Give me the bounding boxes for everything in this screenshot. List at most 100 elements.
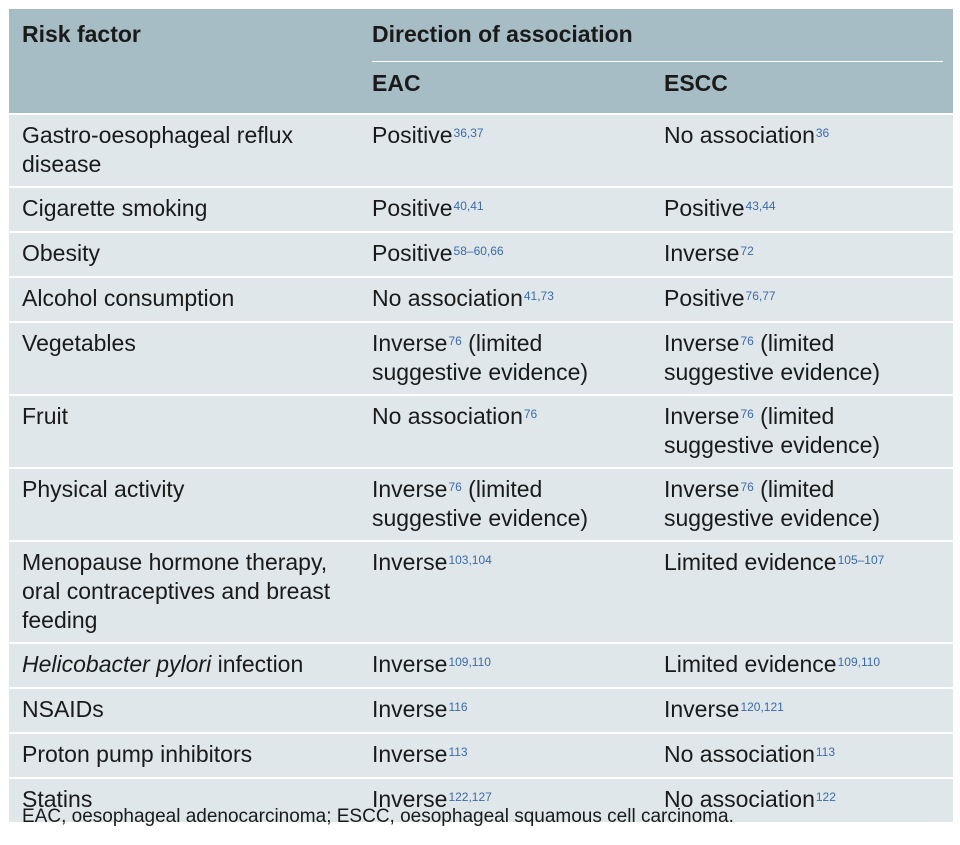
escc-refs: 76,77 <box>745 289 776 303</box>
table-row: Obesity Positive58–60,66 Inverse72 <box>9 231 953 277</box>
eac-cell: Inverse116 <box>359 687 651 733</box>
table-row: Proton pump inhibitors Inverse113 No ass… <box>9 732 953 778</box>
eac-refs: 76 <box>448 480 462 494</box>
risk-factor-label: Menopause hormone therapy, oral contrace… <box>22 549 331 633</box>
escc-refs: 36 <box>815 126 830 140</box>
risk-factor-table: Risk factor Direction of association EAC… <box>9 9 953 822</box>
table-footnote: EAC, oesophageal adenocarcinoma; ESCC, o… <box>22 806 734 827</box>
risk-factor-label: NSAIDs <box>22 696 104 722</box>
risk-factor-label: Physical activity <box>22 476 185 502</box>
eac-cell: Inverse113 <box>359 732 651 778</box>
eac-refs: 41,73 <box>523 289 554 303</box>
escc-refs: 72 <box>740 244 754 258</box>
risk-factor-cell: Alcohol consumption <box>9 276 359 322</box>
risk-factor-label: Cigarette smoking <box>22 195 208 221</box>
table-row: Statins Inverse122,127 No association122 <box>9 777 953 822</box>
risk-factor-label: Vegetables <box>22 330 136 356</box>
eac-refs: 36,37 <box>453 126 484 140</box>
escc-cell: Inverse76 (limited suggestive evidence) <box>651 467 953 541</box>
eac-cell: Inverse103,104 <box>359 540 651 643</box>
risk-factor-cell: Menopause hormone therapy, oral contrace… <box>9 540 359 643</box>
eac-value: No association <box>372 403 523 429</box>
eac-value: No association <box>372 285 523 311</box>
risk-factor-cell: Vegetables <box>9 321 359 395</box>
escc-value: Positive <box>664 195 745 221</box>
header-divider <box>372 61 943 62</box>
escc-value: No association <box>664 122 815 148</box>
risk-factor-label: Fruit <box>22 403 68 429</box>
escc-refs: 120,121 <box>740 700 784 714</box>
risk-factor-label: Alcohol consumption <box>22 285 235 311</box>
header-risk-factor: Risk factor <box>9 9 359 114</box>
escc-cell: Inverse76 (limited suggestive evidence) <box>651 321 953 395</box>
escc-cell: Positive76,77 <box>651 276 953 322</box>
escc-cell: No association113 <box>651 732 953 778</box>
eac-value: Inverse <box>372 651 448 677</box>
escc-value: No association <box>664 786 815 812</box>
escc-refs: 76 <box>740 407 754 421</box>
escc-qualifier: (limited suggestive evidence) <box>664 476 881 531</box>
eac-cell: Inverse76 (limited suggestive evidence) <box>359 321 651 395</box>
header-row-2: EAC ESCC <box>9 62 953 114</box>
table-row: Vegetables Inverse76 (limited suggestive… <box>9 321 953 395</box>
table-row: NSAIDs Inverse116 Inverse120,121 <box>9 687 953 733</box>
eac-value: Inverse <box>372 549 448 575</box>
eac-value: Inverse <box>372 741 448 767</box>
eac-cell: Positive58–60,66 <box>359 231 651 277</box>
escc-value: Inverse <box>664 240 740 266</box>
eac-qualifier: (limited suggestive evidence) <box>372 476 589 531</box>
escc-refs: 105–107 <box>837 553 885 567</box>
header-direction-cell: Direction of association <box>359 9 953 62</box>
eac-value: Inverse <box>372 330 448 356</box>
risk-factor-cell: Helicobacter pylori infection <box>9 642 359 688</box>
risk-factor-cell: Gastro-oesophageal reflux disease <box>9 113 359 187</box>
eac-refs: 76 <box>448 334 462 348</box>
header-escc: ESCC <box>651 62 953 114</box>
escc-refs: 122 <box>815 790 836 804</box>
eac-cell: Inverse76 (limited suggestive evidence) <box>359 467 651 541</box>
escc-qualifier: (limited suggestive evidence) <box>664 403 881 458</box>
eac-cell: No association41,73 <box>359 276 651 322</box>
eac-refs: 116 <box>448 700 468 714</box>
table-row: Gastro-oesophageal reflux disease Positi… <box>9 113 953 187</box>
escc-value: Limited evidence <box>664 651 837 677</box>
escc-cell: Positive43,44 <box>651 186 953 232</box>
escc-refs: 76 <box>740 480 754 494</box>
risk-factor-cell: Fruit <box>9 394 359 468</box>
escc-refs: 43,44 <box>745 199 776 213</box>
eac-cell: Inverse109,110 <box>359 642 651 688</box>
escc-value: Positive <box>664 285 745 311</box>
escc-value: Inverse <box>664 476 740 502</box>
eac-refs: 113 <box>448 745 468 759</box>
eac-refs: 40,41 <box>453 199 484 213</box>
header-direction: Direction of association <box>372 21 633 47</box>
risk-factor-label: Obesity <box>22 240 100 266</box>
escc-cell: Inverse72 <box>651 231 953 277</box>
eac-cell: No association76 <box>359 394 651 468</box>
table-row: Menopause hormone therapy, oral contrace… <box>9 540 953 643</box>
eac-value: Positive <box>372 195 453 221</box>
header-eac: EAC <box>359 62 651 114</box>
escc-value: Inverse <box>664 330 740 356</box>
eac-value: Positive <box>372 122 453 148</box>
eac-refs: 76 <box>523 407 538 421</box>
eac-refs: 103,104 <box>448 553 492 567</box>
escc-cell: Limited evidence105–107 <box>651 540 953 643</box>
escc-cell: Inverse76 (limited suggestive evidence) <box>651 394 953 468</box>
eac-qualifier: (limited suggestive evidence) <box>372 330 589 385</box>
header-row-1: Risk factor Direction of association <box>9 9 953 114</box>
escc-cell: No association122 <box>651 777 953 822</box>
eac-refs: 58–60,66 <box>453 244 504 258</box>
risk-factor-label: infection <box>211 651 304 677</box>
eac-value: Inverse <box>372 696 448 722</box>
eac-cell: Positive40,41 <box>359 186 651 232</box>
escc-refs: 113 <box>815 745 835 759</box>
risk-factor-cell: Physical activity <box>9 467 359 541</box>
table-row: Helicobacter pylori infection Inverse109… <box>9 642 953 688</box>
escc-cell: Limited evidence109,110 <box>651 642 953 688</box>
escc-qualifier: (limited suggestive evidence) <box>664 330 881 385</box>
escc-value: Inverse <box>664 403 740 429</box>
escc-cell: Inverse120,121 <box>651 687 953 733</box>
eac-cell: Inverse122,127 <box>359 777 651 822</box>
